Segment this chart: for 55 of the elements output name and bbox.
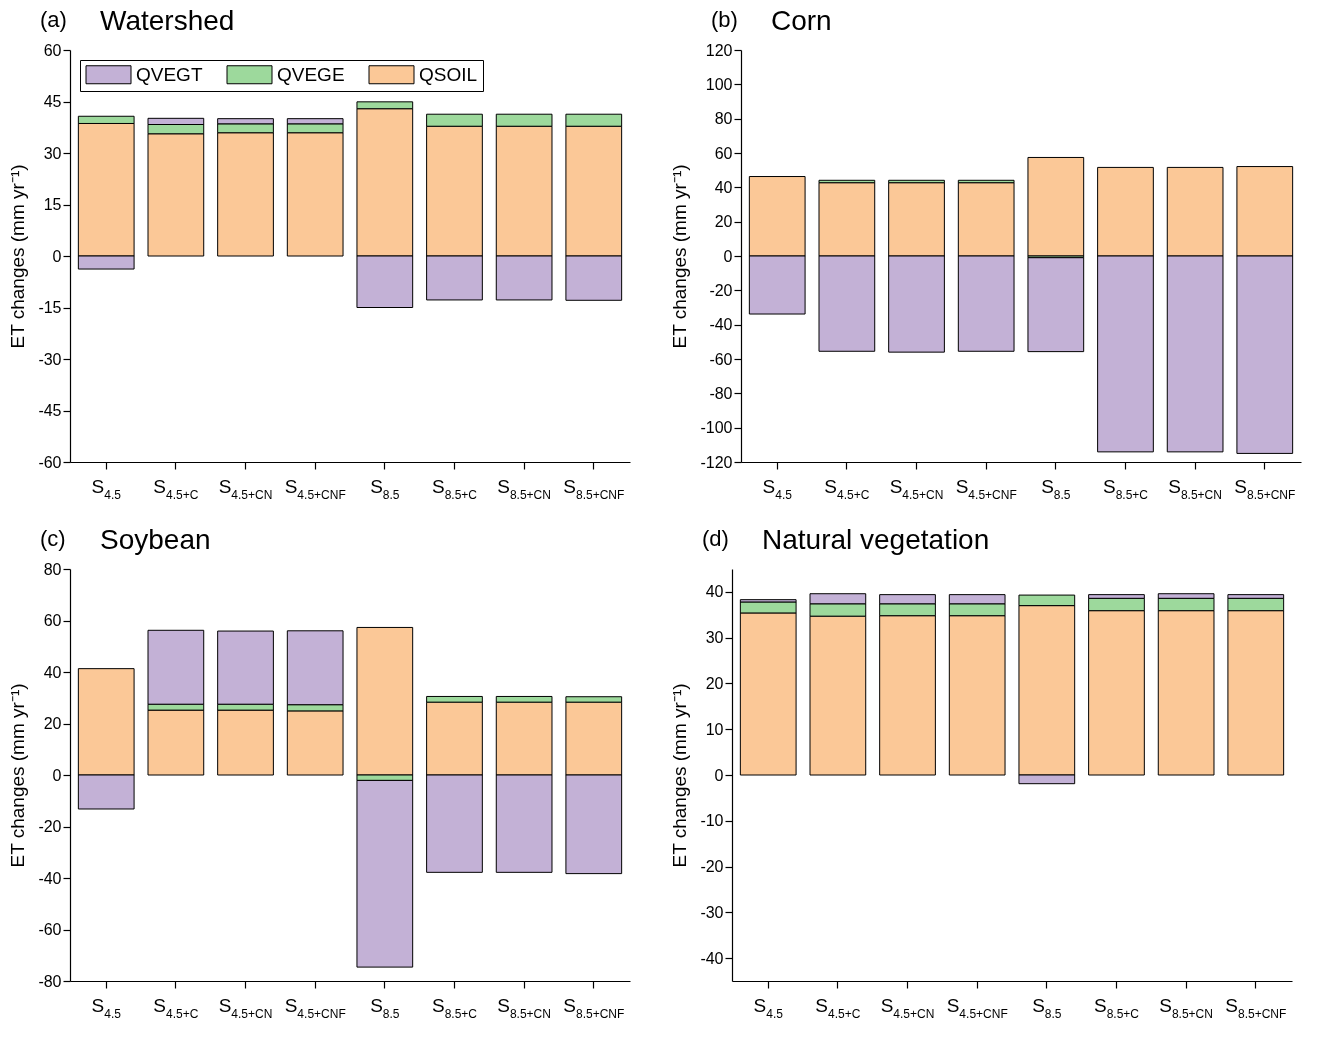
y-tick-label: 30 (43, 144, 62, 162)
y-tick-label: -60 (38, 921, 62, 938)
y-tick-label: 45 (43, 93, 62, 110)
y-tick-label: -20 (700, 858, 724, 876)
y-tick-label: 30 (705, 629, 724, 647)
legend-label: QVEGT (136, 63, 203, 85)
y-tick-label: 0 (714, 766, 724, 784)
y-tick-label: 80 (43, 560, 62, 578)
y-tick-label: 20 (43, 715, 62, 732)
y-tick-label: 100 (705, 75, 733, 93)
y-tick-label: -30 (700, 903, 724, 921)
y-tick-label: -20 (709, 281, 733, 299)
text: (c) (40, 526, 66, 551)
y-tick-label: 60 (43, 612, 62, 629)
text: (b) (711, 7, 738, 32)
y-tick-label: -120 (700, 453, 733, 471)
y-tick-label: 10 (705, 720, 724, 738)
y-tick-label: -100 (700, 419, 733, 437)
legend-label: QVEGE (277, 63, 345, 85)
y-tick-label: 20 (714, 213, 733, 231)
y-tick-label: 40 (43, 663, 62, 681)
y-tick-label: -80 (38, 972, 62, 990)
y-tick-label: -60 (38, 453, 62, 471)
chart-title: Corn (771, 5, 832, 36)
y-tick-label: 0 (52, 247, 62, 265)
y-tick-label: -20 (38, 818, 62, 835)
y-tick-label: -30 (38, 350, 62, 368)
y-tick-label: -40 (38, 869, 62, 887)
y-tick-label: 80 (714, 110, 733, 128)
chart-title: Watershed (100, 5, 235, 36)
y-tick-label: 20 (705, 674, 724, 692)
y-tick-label: -10 (700, 812, 724, 830)
legend-label: QSOIL (419, 63, 478, 85)
y-axis-title: ET changes (mm yr⁻¹) (669, 164, 691, 349)
y-tick-label: -40 (700, 949, 724, 967)
y-tick-label: -80 (709, 384, 733, 402)
y-tick-label: -40 (709, 316, 733, 334)
y-tick-label: -60 (709, 350, 733, 368)
y-tick-label: 60 (714, 144, 733, 162)
chart-title: Soybean (100, 524, 211, 555)
y-tick-label: -45 (38, 402, 62, 419)
y-axis-title: ET changes (mm yr⁻¹) (7, 683, 29, 868)
y-tick-label: 40 (714, 178, 733, 196)
text: (d) (702, 526, 729, 551)
y-tick-label: 60 (43, 41, 62, 59)
y-tick-label: 0 (723, 247, 733, 265)
y-tick-label: 15 (43, 196, 62, 213)
text: (a) (40, 7, 67, 32)
y-axis-title: ET changes (mm yr⁻¹) (669, 683, 691, 868)
y-tick-label: 0 (52, 766, 62, 784)
y-axis-title: ET changes (mm yr⁻¹) (7, 164, 29, 349)
y-tick-label: 120 (705, 41, 733, 59)
y-tick-label: -15 (38, 299, 62, 316)
y-tick-label: 40 (705, 583, 724, 601)
chart-title: Natural vegetation (762, 524, 990, 555)
